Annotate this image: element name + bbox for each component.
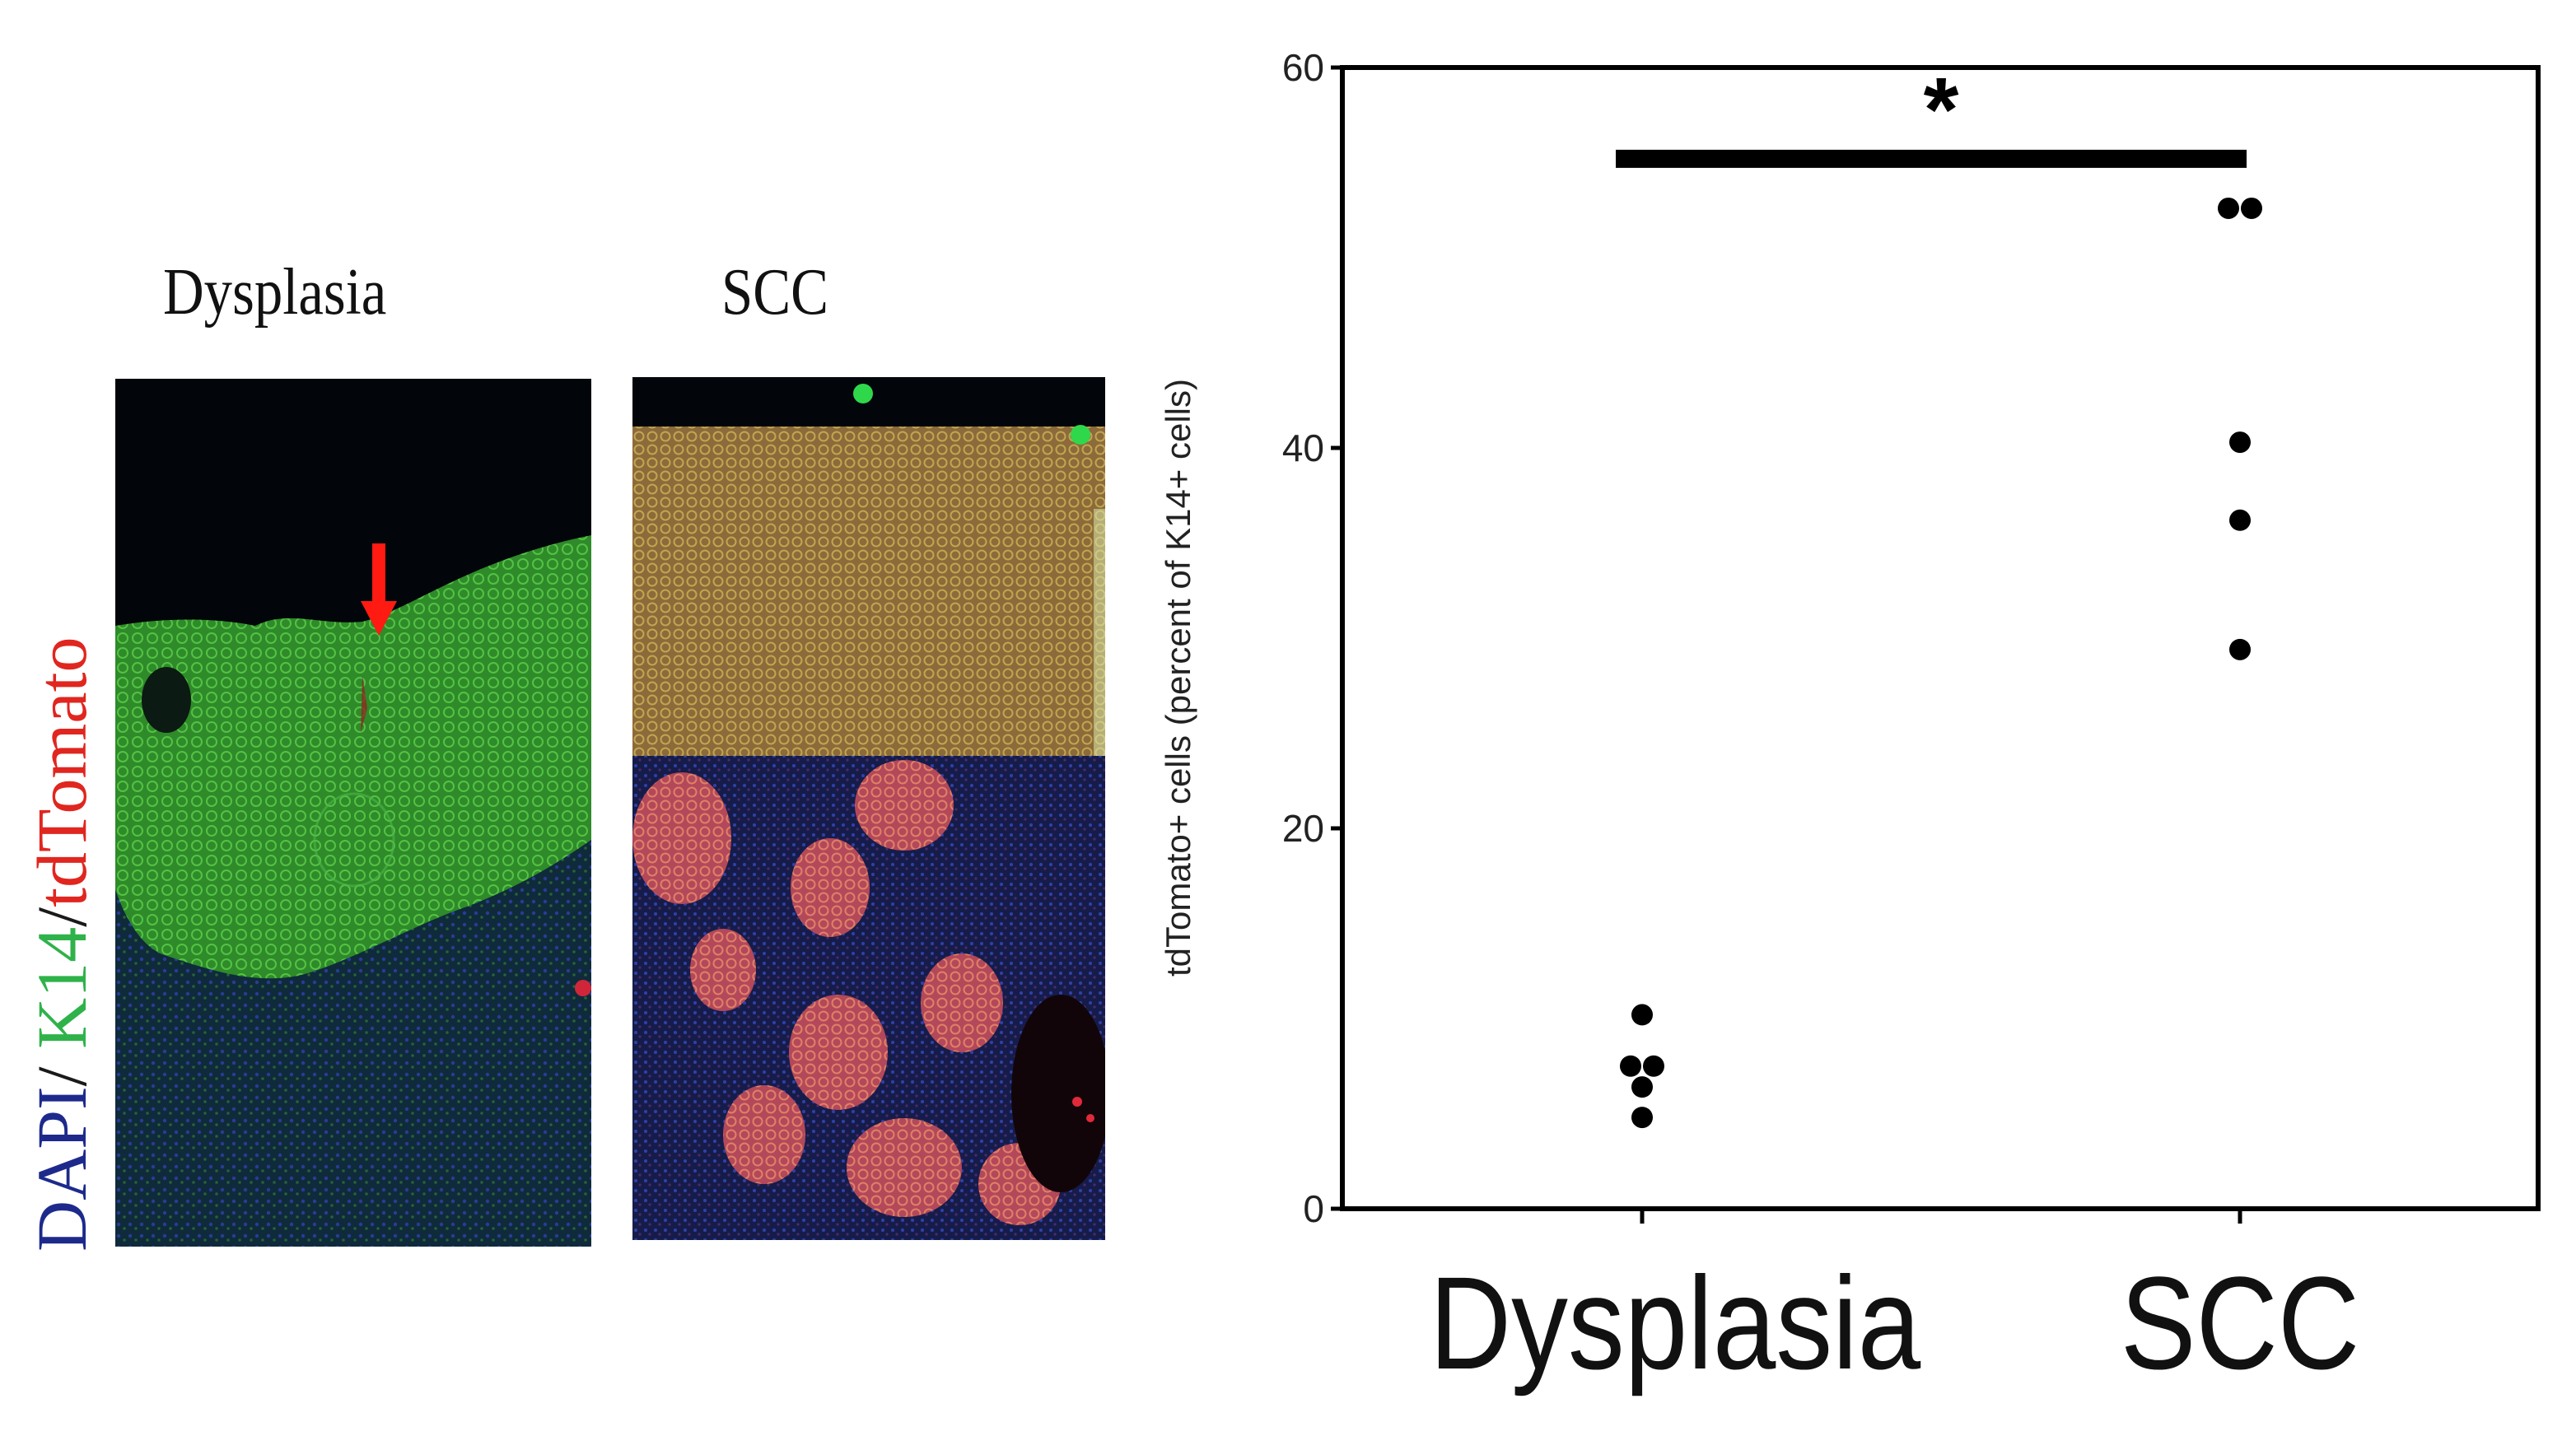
data-point: [2229, 638, 2251, 660]
data-point: [2229, 509, 2251, 531]
x-tick-label: Dysplasia: [1430, 1249, 1920, 1396]
data-point: [2241, 197, 2262, 219]
y-tick-label: 20: [1282, 807, 1324, 850]
dysplasia-panel-title: Dysplasia: [163, 256, 387, 329]
data-point: [1631, 1004, 1653, 1026]
plot-border: [1340, 65, 2541, 1211]
data-point: [1620, 1055, 1641, 1077]
scc-micrograph: [632, 377, 1105, 1240]
y-tick-label: 60: [1282, 46, 1324, 89]
scc-panel-title: SCC: [721, 256, 829, 329]
significance-annotation: *: [1616, 59, 2247, 168]
plot-frame: [1340, 65, 2541, 1211]
y-axis: 0 20 40 60: [1282, 46, 1342, 1230]
data-point: [2229, 431, 2251, 454]
x-axis: Dysplasia SCC: [1430, 1209, 2360, 1396]
data-point: [2218, 197, 2239, 219]
dysplasia-micrograph: [115, 379, 591, 1247]
significance-star: *: [1924, 59, 1959, 161]
y-tick-label: 40: [1282, 427, 1324, 469]
data-point: [1643, 1055, 1664, 1077]
x-tick-label: SCC: [2121, 1249, 2360, 1396]
data-points: [1620, 197, 2262, 1129]
data-point: [1631, 1107, 1653, 1129]
arrow-icon: [361, 543, 397, 636]
data-point: [1631, 1076, 1653, 1098]
y-tick-label: 0: [1303, 1187, 1324, 1230]
y-axis-label: tdTomato+ cells (percent of K14+ cells): [1159, 379, 1197, 977]
